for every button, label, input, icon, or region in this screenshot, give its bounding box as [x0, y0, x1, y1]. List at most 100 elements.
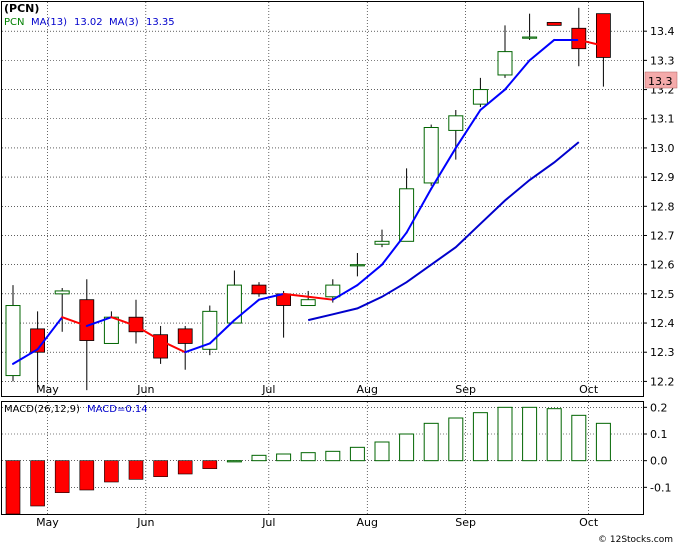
candle-body-up	[522, 36, 538, 39]
legend-ma13-value: 13.02	[74, 17, 103, 28]
ma3-segment	[159, 339, 187, 354]
price-ytick-label: 13.0	[650, 142, 675, 155]
macd-bar-negative	[5, 460, 21, 515]
macd-bar-positive	[497, 406, 513, 462]
macd-bar-positive	[546, 408, 562, 462]
ma3-segment	[36, 316, 64, 351]
candles	[5, 7, 611, 391]
candle-body-down	[251, 284, 267, 295]
legend-symbol: PCN	[4, 17, 25, 28]
macd-bar-negative	[202, 460, 218, 469]
candle-body-up	[5, 305, 21, 377]
macd-ytick-label: 0.1	[650, 428, 668, 441]
macd-xtick-label: May	[36, 516, 59, 529]
macd-xtick-label: Jul	[261, 516, 275, 529]
ma3-segment	[307, 295, 334, 301]
macd-xtick-label: Aug	[356, 516, 377, 529]
moving-averages	[12, 38, 605, 365]
ma3-segment	[258, 292, 285, 301]
macd-bar-positive	[399, 433, 415, 462]
price-ytick-label: 13.1	[650, 113, 675, 126]
price-ytick-label: 12.4	[650, 317, 675, 330]
ma3-segment	[208, 319, 236, 345]
candle-body-up	[300, 299, 316, 307]
ma3-segment	[184, 342, 211, 354]
ma3-segment	[528, 38, 556, 62]
price-ytick-label: 13.4	[650, 25, 675, 38]
price-ytick-label: 12.8	[650, 200, 675, 213]
macd-bar-positive	[251, 454, 267, 462]
macd-bar-positive	[325, 450, 341, 462]
ma3-segment	[282, 292, 310, 298]
ma3-segment	[356, 263, 383, 287]
price-ytick-label: 12.7	[650, 229, 675, 242]
ma13-line	[307, 141, 580, 322]
macd-xtick-label: Sep	[455, 516, 476, 529]
macd-bar-positive	[374, 441, 390, 462]
price-ytick-label: 12.5	[650, 288, 675, 301]
price-grid	[2, 2, 643, 396]
ma3-segment	[430, 146, 457, 190]
macd-ytick-label: -0.1	[650, 481, 671, 494]
price-y-axis: 12.2 12.3 12.4 12.5 12.6 12.7 12.8 12.9 13.0 13.1…	[643, 25, 675, 388]
macd-bar-positive	[276, 453, 292, 462]
last-price-tag	[644, 71, 678, 89]
macd-bar-positive	[448, 417, 464, 462]
macd-bars	[5, 406, 611, 515]
candle-body-up	[448, 115, 464, 131]
price-xtick-label: Oct	[579, 383, 599, 396]
candle-body-down	[546, 22, 562, 26]
price-ytick-label: 13.3	[650, 54, 675, 67]
ma3-segment	[61, 316, 88, 327]
macd-xtick-label: Jun	[136, 516, 154, 529]
macd-bar-negative	[54, 460, 70, 493]
macd-bar-negative	[153, 460, 168, 477]
ma3-segment	[454, 108, 482, 149]
candle-body-up	[325, 284, 341, 298]
macd-bar-negative	[79, 460, 95, 491]
candle-body-down	[571, 27, 587, 50]
ma3-segment	[381, 231, 408, 266]
macd-bar-positive	[571, 414, 587, 462]
legend-ma3-value: 13.35	[146, 17, 175, 28]
price-ytick-label: 12.6	[650, 259, 675, 272]
ma3-segment	[331, 284, 359, 301]
ma3-segment	[577, 38, 605, 47]
price-xtick-label: Aug	[356, 383, 377, 396]
ma3-segment	[405, 187, 433, 234]
macd-bar-negative	[30, 460, 45, 507]
macd-bar-positive	[472, 412, 488, 462]
candle-body-up	[472, 89, 488, 105]
last-price-label: 13.3	[648, 75, 673, 88]
candle-body-up	[226, 284, 242, 324]
price-xtick-label: Jul	[261, 383, 275, 396]
macd-bar-negative	[177, 460, 193, 475]
ma3-segment	[504, 59, 531, 91]
macd-ytick-label: 0.2	[650, 401, 668, 414]
macd-value-label: MACD=0.14	[87, 404, 148, 415]
candle-body-down	[79, 299, 95, 341]
macd-bar-positive	[226, 460, 242, 463]
price-xtick-label: Sep	[455, 383, 476, 396]
macd-bar-negative	[104, 460, 119, 483]
price-xtick-label: Jun	[136, 383, 154, 396]
ma3-segment	[233, 298, 260, 322]
macd-x-axis: May Jun Jul Aug Sep Oct	[36, 516, 599, 529]
price-ytick-label: 12.3	[650, 346, 675, 359]
candle-body-up	[349, 264, 365, 267]
candle-body-up	[497, 51, 513, 76]
ma3-segment	[479, 88, 506, 111]
price-ytick-label: 12.2	[650, 375, 675, 388]
macd-bar-positive	[349, 446, 365, 462]
macd-bar-positive	[595, 422, 611, 462]
macd-label: MACD(26,12,9)	[4, 404, 80, 415]
macd-bar-positive	[300, 452, 316, 462]
ma3-segment	[12, 348, 39, 365]
footer-credit: © 12Stocks.com	[598, 535, 673, 545]
candle-body-down	[596, 13, 611, 58]
price-ytick-label: 12.9	[650, 171, 675, 184]
chart-title: (PCN)	[4, 2, 39, 15]
candle-body-down	[177, 328, 193, 344]
